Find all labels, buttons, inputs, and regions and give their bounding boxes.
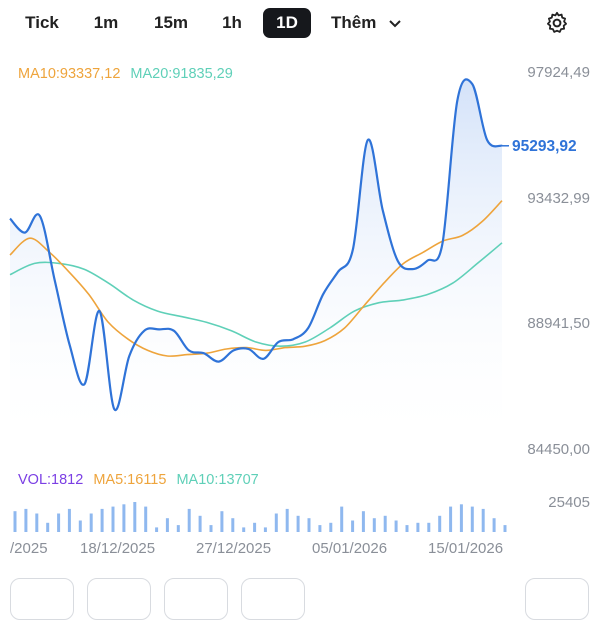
volume-bar	[176, 525, 180, 532]
date-label: 15/01/2026	[428, 540, 504, 557]
volume-bar	[187, 508, 191, 532]
volume-max-label: 25405	[548, 494, 590, 511]
volume-bar	[285, 508, 289, 532]
tab-15m[interactable]: 15m	[153, 13, 189, 32]
volume-bar	[231, 518, 235, 532]
date-axis: /2025 18/12/2025 27/12/2025 05/01/2026 1…	[0, 540, 600, 560]
tool-button-1[interactable]	[10, 578, 74, 620]
volume-bar	[405, 525, 409, 532]
volume-bar	[383, 515, 387, 532]
volume-bar	[470, 506, 474, 532]
current-price-label: 95293,92	[512, 138, 577, 155]
gear-icon[interactable]	[545, 11, 569, 35]
price-chart[interactable]	[0, 60, 600, 460]
volume-bar	[351, 520, 355, 532]
volume-bar	[329, 522, 333, 532]
ma20-legend: MA20:91835,29	[130, 66, 233, 82]
price-axis-top: 97924,49	[527, 64, 590, 81]
volume-bar	[263, 527, 267, 532]
vol-legend: VOL:1812	[18, 472, 84, 488]
volume-bar	[46, 522, 50, 532]
volume-bar	[144, 506, 148, 532]
price-axis-mid-low: 88941,50	[527, 315, 590, 332]
volume-bar	[459, 504, 463, 532]
ma10-line	[9, 200, 503, 357]
volume-bar	[155, 527, 159, 532]
tab-1d[interactable]: 1D	[263, 8, 311, 38]
volume-bar	[220, 511, 224, 532]
volume-bar	[296, 515, 300, 532]
price-area-fill	[10, 79, 502, 450]
ma10-legend: MA10:93337,12	[18, 66, 121, 82]
tab-1m[interactable]: 1m	[93, 13, 119, 32]
vol-ma5-legend: MA5:16115	[93, 472, 167, 488]
price-line	[9, 78, 503, 411]
volume-bar	[165, 518, 169, 532]
volume-bar	[100, 508, 104, 532]
volume-bar	[67, 508, 71, 532]
ma-legend: MA10:93337,12 MA20:91835,29	[18, 66, 239, 82]
chevron-down-icon	[389, 19, 401, 27]
volume-bar	[361, 511, 365, 532]
volume-bar	[122, 504, 126, 532]
volume-bar	[307, 518, 311, 532]
timeframe-tabs: Tick 1m 15m 1h 1D Thêm	[0, 0, 600, 46]
volume-legend: VOL:1812 MA5:16115 MA10:13707	[18, 472, 265, 488]
volume-bar	[416, 522, 420, 532]
volume-bar	[13, 511, 17, 532]
tab-1h[interactable]: 1h	[222, 13, 242, 32]
volume-bar	[372, 518, 376, 532]
volume-bar	[274, 513, 278, 532]
volume-bar	[111, 506, 115, 532]
volume-bar	[318, 525, 322, 532]
volume-bar	[133, 502, 137, 532]
volume-chart[interactable]	[0, 500, 520, 534]
tab-more[interactable]: Thêm	[331, 8, 401, 38]
volume-bar	[340, 506, 344, 532]
tab-more-label: Thêm	[331, 13, 377, 32]
volume-bar	[242, 527, 246, 532]
tool-button-3[interactable]	[164, 578, 228, 620]
ma20-line	[9, 242, 503, 348]
date-label: /2025	[10, 540, 48, 557]
volume-bar	[449, 506, 453, 532]
date-label: 27/12/2025	[196, 540, 272, 557]
volume-bar	[253, 522, 257, 532]
volume-bar	[209, 525, 213, 532]
volume-bar	[438, 515, 442, 532]
date-label: 05/01/2026	[312, 540, 388, 557]
tool-button-4[interactable]	[241, 578, 305, 620]
tool-button-2[interactable]	[87, 578, 151, 620]
volume-bar	[427, 522, 431, 532]
vol-ma10-legend: MA10:13707	[176, 472, 259, 488]
price-axis-bottom: 84450,00	[527, 441, 590, 458]
price-axis-mid-high: 93432,99	[527, 190, 590, 207]
volume-bar	[57, 513, 61, 532]
volume-bar	[24, 508, 28, 532]
date-label: 18/12/2025	[80, 540, 156, 557]
volume-bar	[78, 520, 82, 532]
volume-bar	[198, 515, 202, 532]
tab-tick[interactable]: Tick	[25, 13, 59, 32]
volume-bar	[481, 508, 485, 532]
volume-bar	[35, 513, 39, 532]
volume-bar	[503, 525, 507, 532]
volume-bar	[89, 513, 93, 532]
volume-bar	[394, 520, 398, 532]
volume-bar	[492, 518, 496, 532]
tool-button-fullscreen[interactable]	[525, 578, 589, 620]
